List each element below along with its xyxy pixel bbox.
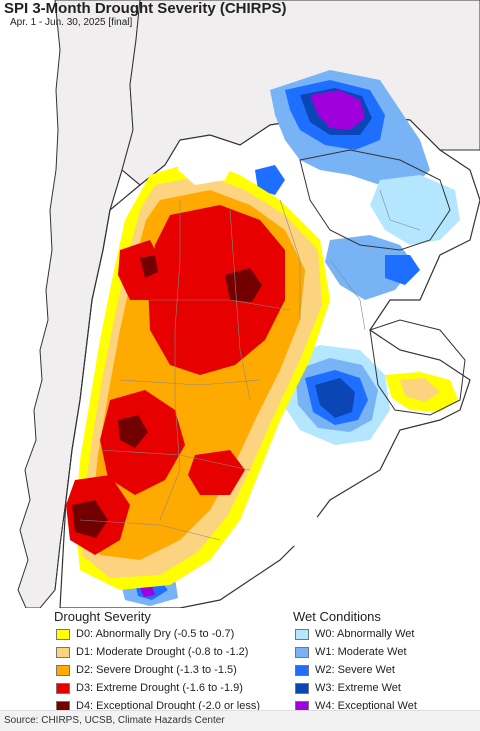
dry-uruguay-d1 bbox=[400, 378, 440, 402]
neutral-patch-south bbox=[255, 500, 320, 550]
map-title: SPI 3-Month Drought Severity (CHIRPS) bbox=[4, 0, 287, 17]
legend-label-w2: W2: Severe Wet bbox=[315, 664, 395, 676]
source-credit: Source: CHIRPS, UCSB, Climate Hazards Ce… bbox=[4, 715, 225, 726]
legend-item-w3: W3: Extreme Wet bbox=[295, 681, 401, 695]
legend-item-d1: D1: Moderate Drought (-0.8 to -1.2) bbox=[56, 645, 248, 659]
legend-label-d1: D1: Moderate Drought (-0.8 to -1.2) bbox=[76, 646, 249, 658]
legend-swatch-d1 bbox=[56, 646, 70, 658]
footer-bar: Source: CHIRPS, UCSB, Climate Hazards Ce… bbox=[0, 710, 480, 731]
legend-item-d2: D2: Severe Drought (-1.3 to -1.5) bbox=[56, 663, 237, 677]
legend-label-d2: D2: Severe Drought (-1.3 to -1.5) bbox=[76, 664, 237, 676]
drought-legend-heading: Drought Severity bbox=[54, 609, 151, 624]
legend-swatch-w1 bbox=[295, 646, 309, 658]
wet-central-east bbox=[280, 345, 390, 445]
andes-border bbox=[54, 169, 141, 591]
drought-map bbox=[17, 0, 480, 608]
map-area bbox=[17, 0, 480, 608]
legend-label-w1: W1: Moderate Wet bbox=[315, 646, 407, 658]
legend-item-w0: W0: Abnormally Wet bbox=[295, 627, 414, 641]
legend-swatch-d2 bbox=[56, 664, 70, 676]
legend-label-d0: D0: Abnormally Dry (-0.5 to -0.7) bbox=[76, 628, 235, 640]
drought-core bbox=[66, 205, 285, 555]
legend-swatch-d3 bbox=[56, 682, 70, 694]
wet-north-spot bbox=[255, 165, 285, 195]
legend-swatch-w2 bbox=[295, 664, 309, 676]
wet-northeast bbox=[270, 70, 460, 300]
state-borders bbox=[79, 189, 421, 541]
map-subtitle: Apr. 1 - Jun. 30, 2025 [final] bbox=[10, 17, 133, 28]
legend-item-d0: D0: Abnormally Dry (-0.5 to -0.7) bbox=[56, 627, 234, 641]
legend-swatch-d0 bbox=[56, 628, 70, 640]
legend-label-d3: D3: Extreme Drought (-1.6 to -1.9) bbox=[76, 682, 243, 694]
legend-label-w4: W4: Exceptional Wet bbox=[315, 700, 417, 712]
paraguay-border bbox=[299, 149, 451, 251]
legend-item-w1: W1: Moderate Wet bbox=[295, 645, 407, 659]
legend-item-d4: D4: Exceptional Drought (-2.0 or less) bbox=[56, 699, 260, 713]
legend-item-d3: D3: Extreme Drought (-1.6 to -1.9) bbox=[56, 681, 243, 695]
legend-label-d4: D4: Exceptional Drought (-2.0 or less) bbox=[76, 700, 261, 712]
wet-legend-heading: Wet Conditions bbox=[293, 609, 381, 624]
legend-item-w2: W2: Severe Wet bbox=[295, 663, 395, 677]
legend-swatch-w3 bbox=[295, 682, 309, 694]
uruguay-border bbox=[369, 319, 466, 416]
legend: Drought Severity Wet Conditions D0: Abno… bbox=[0, 608, 480, 713]
legend-label-w0: W0: Abnormally Wet bbox=[315, 628, 415, 640]
legend-label-w3: W3: Extreme Wet bbox=[315, 682, 401, 694]
neutral-patch-north bbox=[178, 145, 235, 185]
legend-swatch-w0 bbox=[295, 628, 309, 640]
